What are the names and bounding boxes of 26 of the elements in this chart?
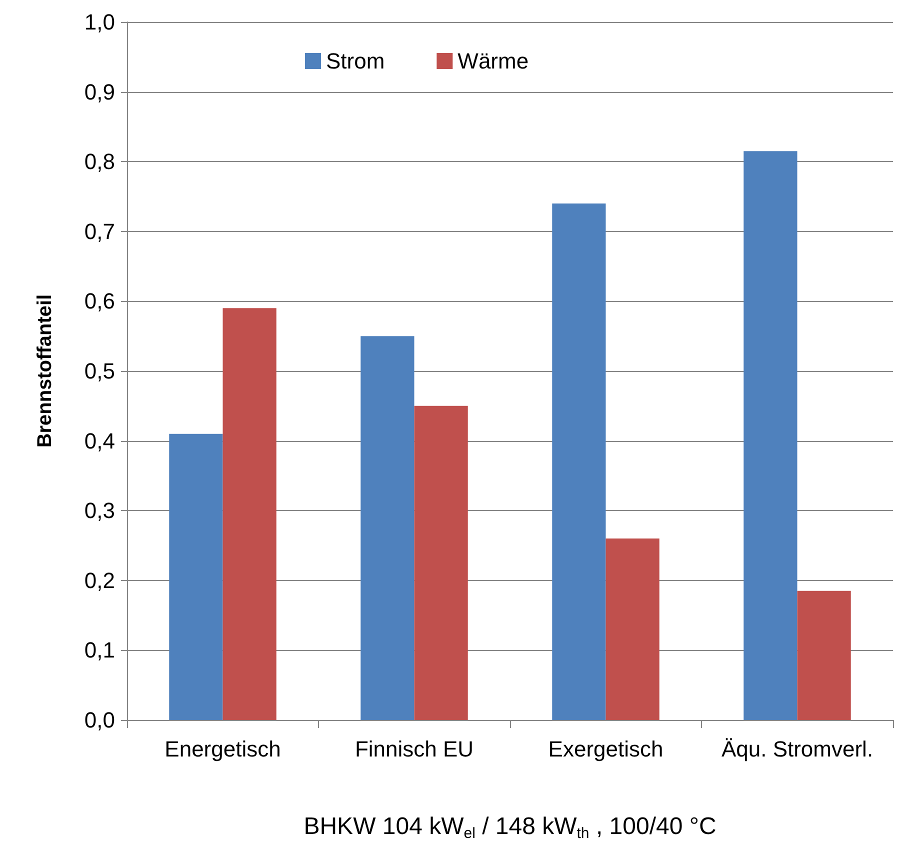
bar: [552, 203, 606, 720]
x-tick-label: Energetisch: [164, 736, 281, 762]
legend-label: Wärme: [458, 48, 529, 74]
y-tick-label: 1,0: [84, 10, 115, 34]
x-tick-label: Finnisch EU: [354, 736, 474, 762]
y-tick-label: 0,3: [84, 498, 115, 524]
y-tick-label: 0,4: [84, 428, 115, 454]
y-tick-label: 0,7: [84, 218, 115, 244]
bar: [797, 590, 851, 720]
y-axis-title: Brennstoffanteil: [34, 294, 56, 448]
y-tick-label: 0,8: [84, 149, 115, 174]
bar: [606, 538, 660, 720]
y-tick-label: 0,0: [84, 708, 115, 732]
bar: [360, 336, 414, 720]
x-tick-label: Äqu. Stromverl.: [721, 736, 874, 762]
y-tick-label: 0,5: [84, 358, 115, 384]
y-tick-label: 0,1: [84, 638, 115, 663]
bar: [222, 308, 276, 720]
y-tick-label: 0,9: [84, 79, 115, 104]
legend-label: Strom: [326, 48, 385, 74]
y-tick-label: 0,6: [84, 288, 115, 314]
x-tick-label: Exergetisch: [548, 736, 664, 762]
y-tick-label: 0,2: [84, 568, 115, 593]
bar: [744, 151, 798, 720]
bar: [169, 434, 223, 720]
bar: [414, 406, 468, 720]
